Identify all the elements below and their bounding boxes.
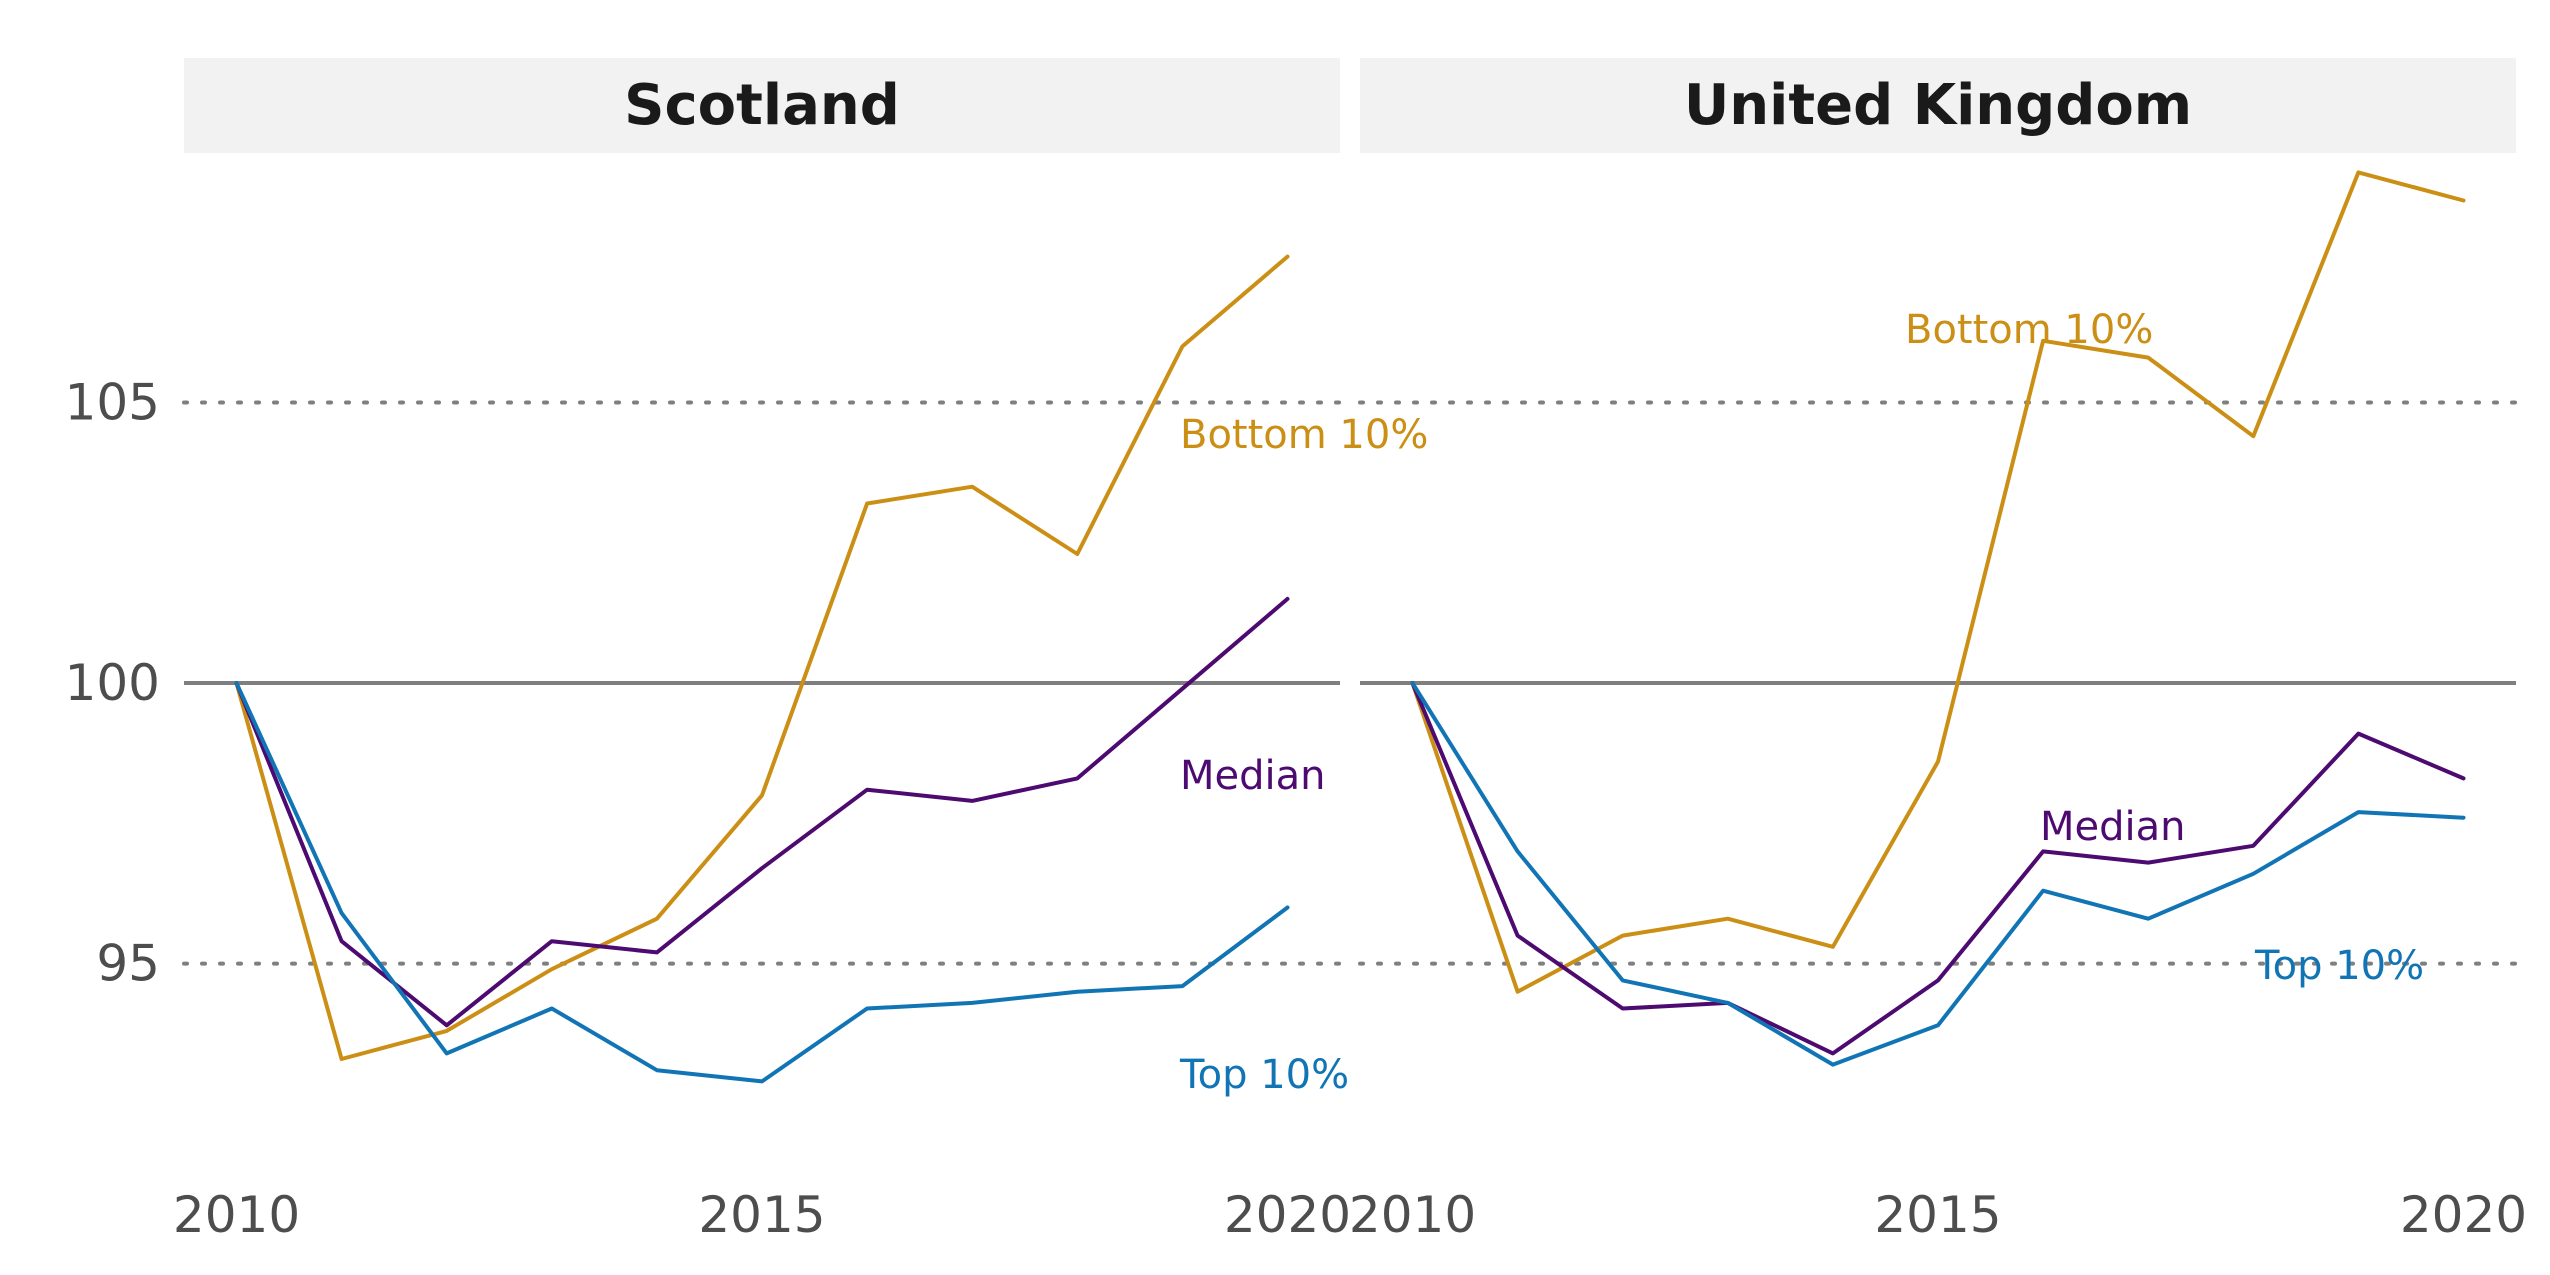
united-kingdom-series-line-bottom-10: [1410, 170, 2466, 994]
scotland-x-tick-label-2020: 2020: [1224, 1186, 1351, 1244]
scotland-series-label-bottom-10: Bottom 10%: [1180, 412, 1428, 458]
y-tick-label-100: 100: [65, 654, 160, 712]
scotland-x-tick-label-2010: 2010: [173, 1186, 300, 1244]
united-kingdom-x-tick-label-2010: 2010: [1349, 1186, 1476, 1244]
y-tick-label-95: 95: [96, 935, 160, 993]
scotland-series-label-top-10: Top 10%: [1179, 1052, 1349, 1098]
scotland-series-line-median: [234, 596, 1290, 1028]
united-kingdom-series-line-top-10: [1410, 681, 2466, 1067]
united-kingdom-x-tick-label-2015: 2015: [1874, 1186, 2001, 1244]
united-kingdom-series-label-bottom-10: Bottom 10%: [1905, 307, 2153, 353]
united-kingdom-x-tick-label-2020: 2020: [2400, 1186, 2527, 1244]
united-kingdom-strip-background: [1360, 58, 2516, 153]
scotland-series-label-median: Median: [1180, 753, 1326, 799]
united-kingdom-series-line-median: [1410, 681, 2466, 1056]
scotland-strip-background: [184, 58, 1340, 153]
united-kingdom-series-label-top-10: Top 10%: [2254, 943, 2424, 989]
y-tick-label-105: 105: [65, 374, 160, 432]
scotland-series-line-bottom-10: [234, 254, 1290, 1061]
scotland-x-tick-label-2015: 2015: [698, 1186, 825, 1244]
scotland-panel-title: Scotland: [624, 73, 900, 138]
united-kingdom-series-label-median: Median: [2040, 804, 2186, 850]
united-kingdom-panel-title: United Kingdom: [1684, 73, 2192, 138]
scotland-series-line-top-10: [234, 681, 1290, 1084]
